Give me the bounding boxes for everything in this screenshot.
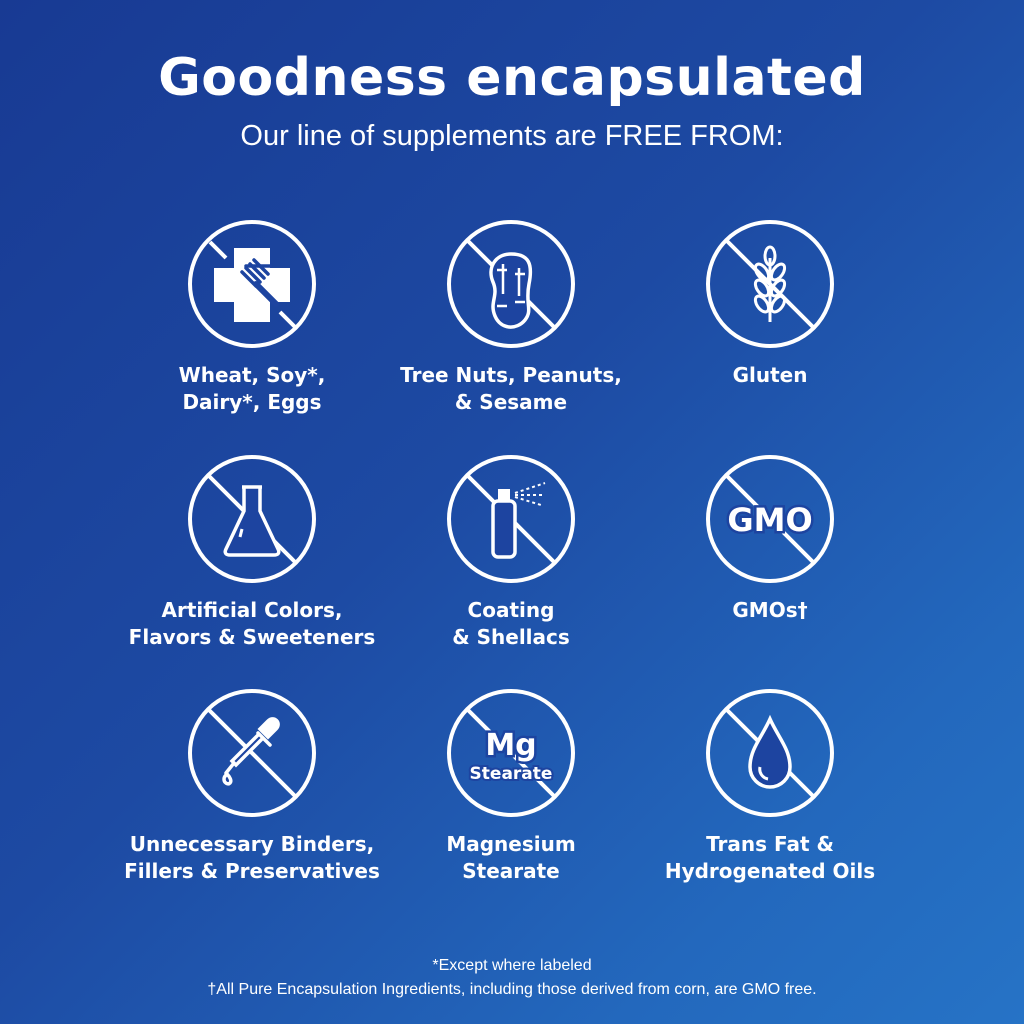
- free-from-item-artificial: Artificial Colors, Flavors & Sweeteners: [102, 453, 402, 651]
- stearate-icon-text: Stearate: [470, 764, 553, 784]
- free-from-item-binders: Unnecessary Binders, Fillers & Preservat…: [102, 687, 402, 885]
- page-title: Goodness encapsulated: [158, 48, 866, 108]
- oil-drop-icon: [706, 689, 834, 817]
- free-from-item-mg-stearate: Mg Stearate Magnesium Stearate: [361, 687, 661, 885]
- dropper-icon: [188, 689, 316, 817]
- gmo-icon-text: GMO: [727, 501, 812, 539]
- peanut-icon: [447, 220, 575, 348]
- spray-can-icon: [447, 455, 575, 583]
- item-label: Magnesium Stearate: [446, 832, 576, 883]
- item-label: Artificial Colors, Flavors & Sweeteners: [128, 598, 376, 649]
- free-from-item-coating: Coating & Shellacs: [361, 453, 661, 651]
- free-from-item-gluten: Gluten: [620, 218, 920, 389]
- item-label: Tree Nuts, Peanuts, & Sesame: [400, 363, 622, 414]
- item-label: Wheat, Soy*, Dairy*, Eggs: [178, 363, 326, 414]
- item-label: Unnecessary Binders, Fillers & Preservat…: [124, 832, 380, 883]
- footnote-except: *Except where labeled: [432, 957, 592, 974]
- mg-stearate-icon: Mg Stearate: [447, 689, 575, 817]
- item-label: Trans Fat & Hydrogenated Oils: [664, 832, 876, 883]
- free-from-item-allergens: Wheat, Soy*, Dairy*, Eggs: [102, 218, 402, 416]
- free-from-item-trans-fat: Trans Fat & Hydrogenated Oils: [620, 687, 920, 885]
- item-label: Coating & Shellacs: [452, 598, 570, 649]
- allergen-cross-fork-icon: [188, 220, 316, 348]
- item-label: Gluten: [732, 363, 808, 387]
- free-from-item-nuts: Tree Nuts, Peanuts, & Sesame: [361, 218, 661, 416]
- page-subtitle: Our line of supplements are FREE FROM:: [240, 120, 784, 152]
- item-label: GMOs†: [732, 598, 808, 622]
- footnotes: *Except where labeled †All Pure Encapsul…: [0, 954, 1024, 1002]
- flask-icon: [188, 455, 316, 583]
- free-from-item-gmo: GMO GMOs†: [620, 453, 920, 624]
- footnote-gmo: †All Pure Encapsulation Ingredients, inc…: [207, 981, 817, 998]
- mg-icon-text: Mg: [485, 728, 536, 763]
- gmo-icon: GMO: [706, 455, 834, 583]
- wheat-icon: [706, 220, 834, 348]
